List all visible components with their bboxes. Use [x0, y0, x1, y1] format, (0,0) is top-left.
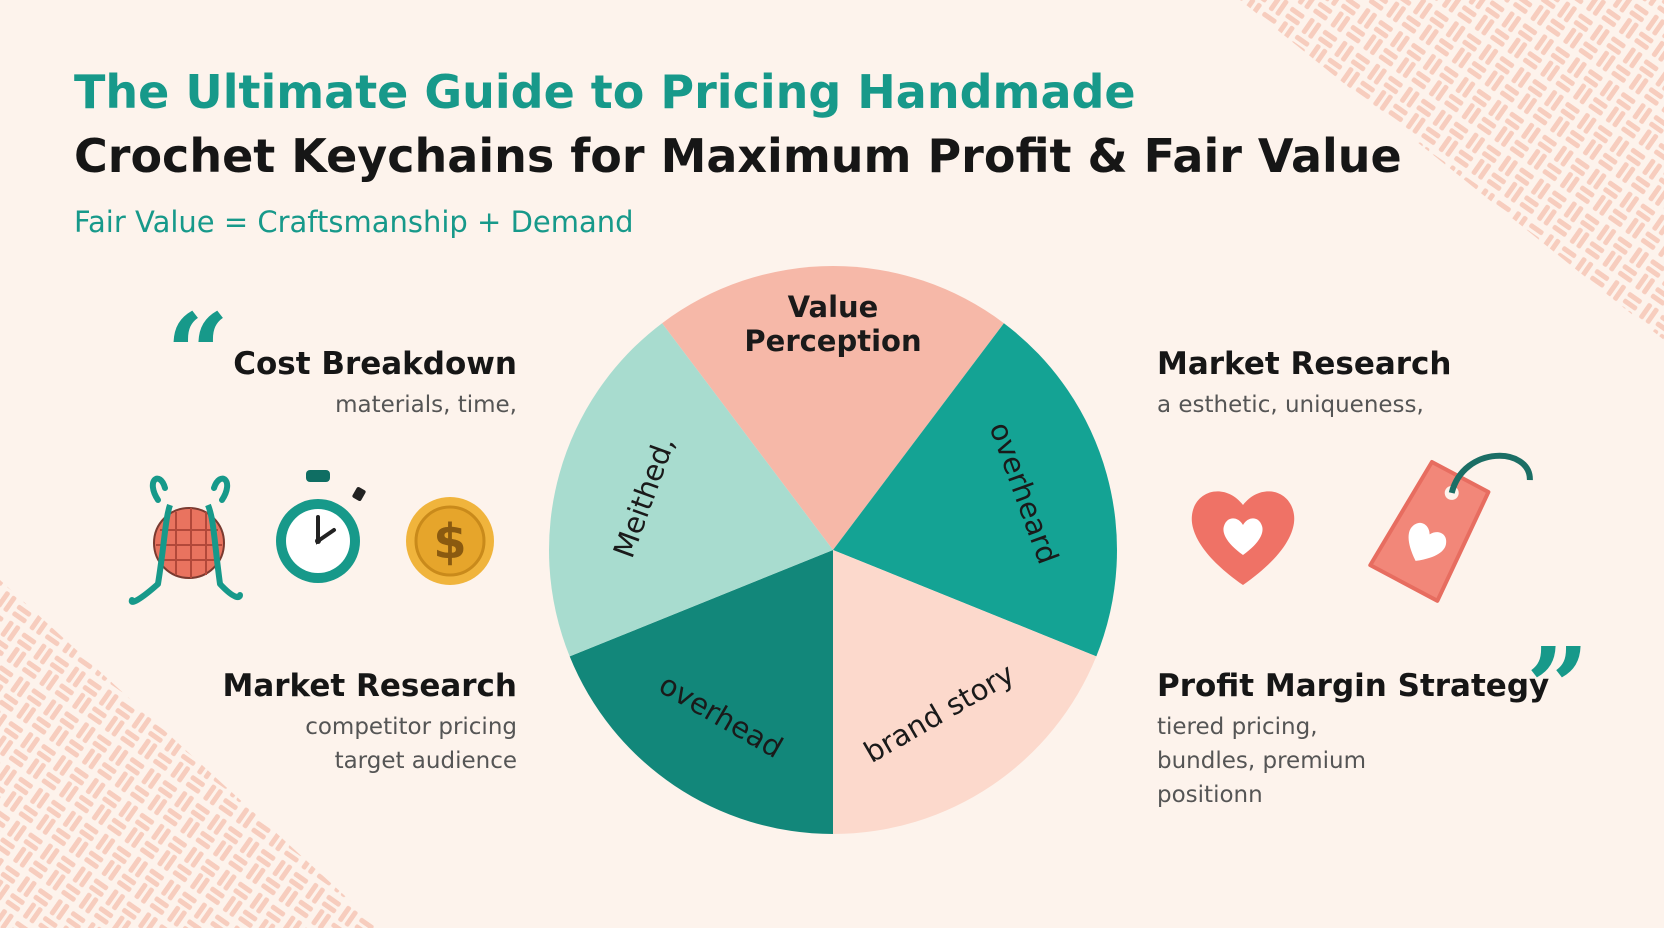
block-title: Market Research [223, 668, 518, 704]
corner-pattern [0, 580, 380, 928]
block-line: target audience [335, 748, 517, 774]
subtitle: Fair Value = Craftsmanship + Demand [74, 205, 634, 239]
clock-icon [276, 470, 366, 583]
block-line: tiered pricing, [1157, 714, 1318, 740]
block-line: a esthetic, uniqueness, [1157, 392, 1424, 418]
block-line: bundles, premium [1157, 748, 1366, 774]
pie-slice [833, 550, 1097, 834]
block-line: competitor pricing [305, 714, 517, 740]
block-line: positionn [1157, 782, 1263, 808]
svg-text:$: $ [433, 514, 466, 570]
pie-slice [833, 323, 1117, 657]
pie-slice [549, 323, 833, 657]
tag-icon [1368, 452, 1533, 603]
block-title: Profit Margin Strategy [1157, 668, 1549, 704]
quote-mark: “ [166, 289, 229, 418]
slice-label: Value [788, 290, 879, 324]
heart-icon [1191, 491, 1295, 585]
quote-mark: ” [1526, 623, 1589, 752]
title: The Ultimate Guide to Pricing Handmade [74, 65, 1136, 119]
title: Crochet Keychains for Maximum Profit & F… [74, 129, 1402, 183]
text-blocks: Cost Breakdown materials, time, Market Res… [223, 346, 1550, 808]
block-title: Cost Breakdown [233, 346, 517, 382]
coin-icon: $ [406, 497, 494, 585]
corner-pattern [1240, 0, 1664, 340]
yarn-icon [128, 475, 243, 605]
block-title: Market Research [1157, 346, 1452, 382]
slice-label: Perception [744, 324, 921, 358]
block-line: materials, time, [335, 392, 517, 418]
pie-slice [662, 266, 1004, 550]
pie-slice [569, 550, 833, 834]
